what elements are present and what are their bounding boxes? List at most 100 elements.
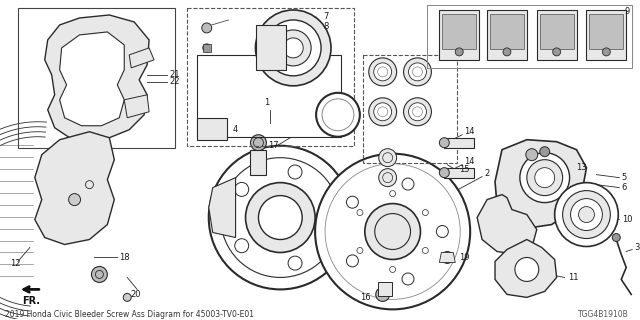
Circle shape [374, 103, 392, 121]
Polygon shape [35, 132, 115, 244]
Circle shape [526, 149, 538, 161]
Bar [444, 138, 474, 148]
Polygon shape [129, 48, 154, 68]
Bar [257, 25, 286, 70]
Circle shape [246, 183, 315, 252]
Bar [250, 150, 266, 175]
Circle shape [563, 191, 611, 238]
Circle shape [365, 204, 420, 260]
Text: 13: 13 [577, 163, 587, 172]
Polygon shape [495, 239, 557, 297]
Bar [187, 8, 354, 146]
Circle shape [250, 135, 266, 151]
Text: 2019 Honda Civic Bleeder Screw Ass Diagram for 45003-TV0-E01: 2019 Honda Civic Bleeder Screw Ass Diagr… [5, 310, 254, 319]
Circle shape [579, 207, 595, 222]
Bar [428, 5, 632, 68]
Text: 5: 5 [621, 173, 627, 182]
Bar [378, 283, 392, 296]
Polygon shape [439, 10, 479, 60]
Polygon shape [45, 15, 149, 140]
Text: 12: 12 [10, 259, 20, 268]
Text: 9: 9 [624, 7, 630, 16]
Bar [442, 14, 476, 49]
Circle shape [515, 258, 539, 281]
Circle shape [408, 103, 426, 121]
Text: 17: 17 [268, 141, 279, 150]
Circle shape [535, 168, 555, 188]
Circle shape [527, 160, 563, 196]
Circle shape [209, 146, 352, 289]
Circle shape [439, 168, 449, 178]
Circle shape [68, 194, 81, 205]
Polygon shape [124, 95, 149, 118]
Polygon shape [209, 178, 236, 237]
Bar [589, 14, 623, 49]
Circle shape [202, 23, 212, 33]
Polygon shape [586, 10, 626, 60]
Text: 16: 16 [360, 293, 371, 302]
Circle shape [404, 58, 431, 86]
Bar [540, 14, 573, 49]
Circle shape [124, 293, 131, 301]
Bar [203, 44, 211, 52]
Circle shape [540, 147, 550, 157]
Polygon shape [537, 10, 577, 60]
Circle shape [439, 138, 449, 148]
Circle shape [376, 287, 390, 301]
Text: 11: 11 [568, 273, 579, 282]
Bar [197, 118, 227, 140]
Circle shape [315, 154, 470, 309]
Text: 18: 18 [119, 253, 130, 262]
Text: 14: 14 [464, 127, 475, 136]
Circle shape [379, 169, 397, 187]
Polygon shape [60, 32, 124, 126]
Circle shape [275, 30, 311, 66]
Text: TGG4B1910B: TGG4B1910B [577, 310, 628, 319]
Circle shape [520, 153, 570, 203]
Text: 1: 1 [264, 98, 269, 107]
Text: 2: 2 [484, 169, 490, 178]
Text: 7: 7 [323, 12, 328, 21]
Circle shape [612, 234, 620, 242]
Bar [18, 8, 175, 148]
Circle shape [404, 98, 431, 126]
Circle shape [316, 93, 360, 137]
Circle shape [503, 48, 511, 56]
Text: 15: 15 [460, 165, 470, 174]
Circle shape [284, 38, 303, 58]
Circle shape [602, 48, 611, 56]
Polygon shape [439, 252, 455, 262]
Text: 19: 19 [460, 253, 470, 262]
Text: 4: 4 [232, 125, 238, 134]
Text: 21: 21 [169, 70, 179, 79]
Circle shape [369, 58, 397, 86]
Circle shape [571, 199, 602, 230]
Text: 20: 20 [130, 290, 140, 299]
Text: 22: 22 [169, 77, 179, 86]
Circle shape [266, 20, 321, 76]
Bar [490, 14, 524, 49]
Circle shape [255, 10, 331, 86]
Bar [444, 168, 474, 178]
Text: 8: 8 [323, 22, 328, 31]
Circle shape [555, 183, 618, 246]
Text: 6: 6 [621, 183, 627, 192]
Circle shape [259, 196, 302, 239]
Polygon shape [487, 10, 527, 60]
Polygon shape [477, 195, 537, 254]
Text: FR.: FR. [22, 296, 40, 306]
Text: 3: 3 [634, 243, 639, 252]
Circle shape [379, 149, 397, 167]
Circle shape [553, 48, 561, 56]
Bar [197, 55, 341, 137]
Text: 14: 14 [464, 157, 475, 166]
Circle shape [455, 48, 463, 56]
Circle shape [92, 267, 108, 283]
Circle shape [442, 252, 453, 263]
Bar [363, 55, 457, 163]
Circle shape [369, 98, 397, 126]
Circle shape [203, 44, 211, 52]
Circle shape [408, 63, 426, 81]
Polygon shape [495, 140, 586, 228]
Text: 10: 10 [622, 215, 633, 224]
